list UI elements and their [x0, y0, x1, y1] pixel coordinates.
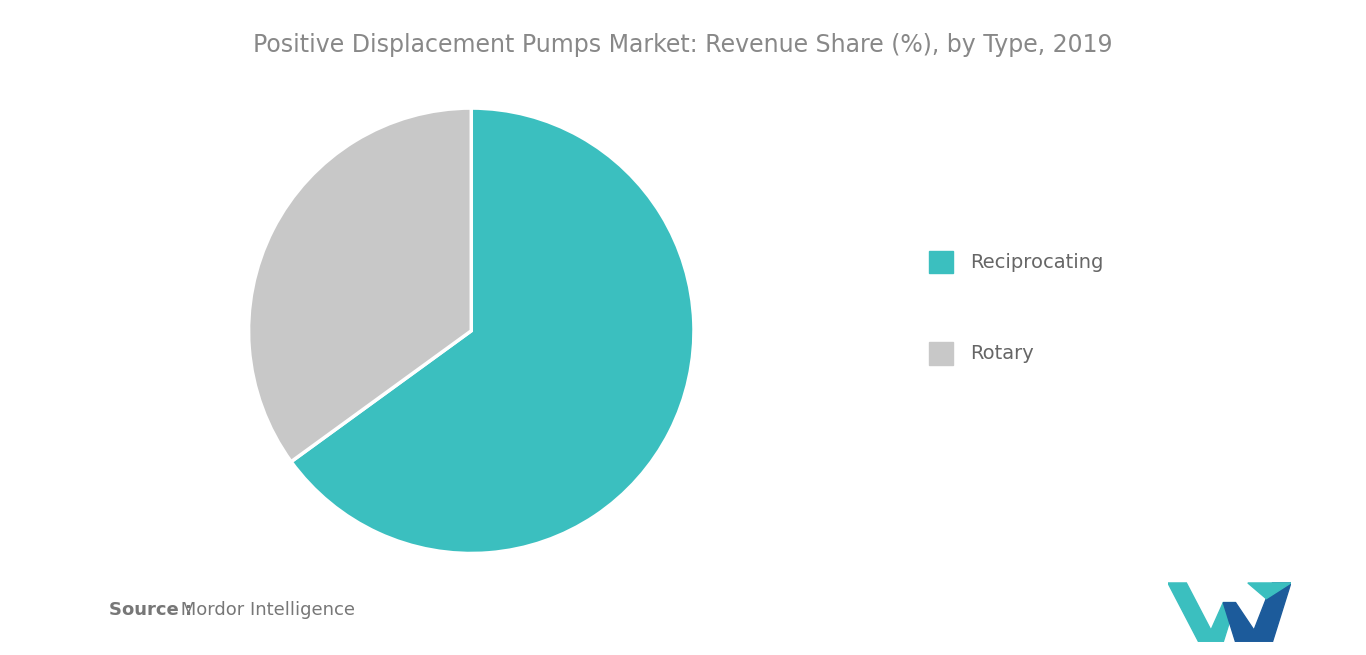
Polygon shape — [1224, 583, 1291, 642]
Text: Reciprocating: Reciprocating — [970, 252, 1104, 272]
Polygon shape — [1249, 583, 1291, 599]
Wedge shape — [291, 108, 694, 553]
Text: Rotary: Rotary — [970, 344, 1034, 364]
Text: Positive Displacement Pumps Market: Revenue Share (%), by Type, 2019: Positive Displacement Pumps Market: Reve… — [253, 33, 1113, 57]
Text: Mordor Intelligence: Mordor Intelligence — [175, 601, 355, 619]
Text: Source :: Source : — [109, 601, 193, 619]
Wedge shape — [249, 108, 471, 462]
Polygon shape — [1168, 583, 1236, 642]
